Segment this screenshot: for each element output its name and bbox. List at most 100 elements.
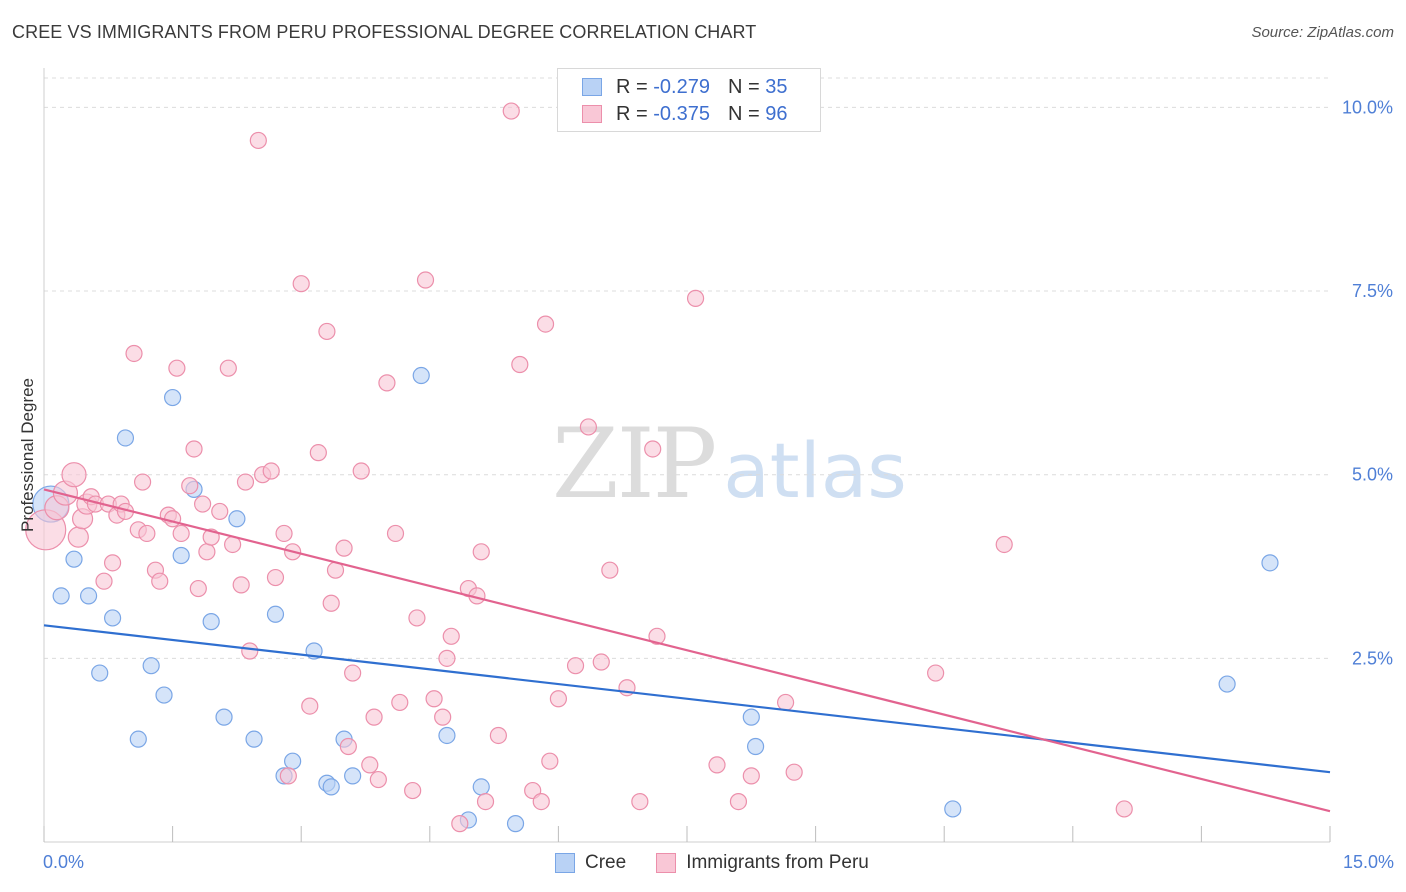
cree-point — [266, 605, 285, 623]
cree-point — [742, 708, 760, 726]
legend-r-value: -0.279 — [653, 75, 710, 98]
legend-r-label: R = — [616, 75, 648, 98]
cree-point — [91, 664, 109, 682]
legend-r-label: R = — [616, 102, 648, 125]
legend-label-peru: Immigrants from Peru — [686, 852, 869, 873]
peru-point — [408, 609, 426, 627]
peru-point — [249, 131, 267, 150]
peru-point — [541, 752, 559, 770]
peru-point — [211, 502, 229, 521]
peru-point — [369, 770, 387, 789]
y-tick-label: 5.0% — [1352, 465, 1393, 485]
legend-r-value: -0.375 — [653, 102, 710, 125]
peru-point — [489, 726, 507, 745]
legend-n-value: 96 — [765, 102, 788, 125]
peru-swatch — [582, 105, 602, 123]
peru-point — [549, 690, 568, 708]
peru-point — [185, 440, 203, 458]
cree-point — [1261, 554, 1279, 572]
peru-point — [262, 462, 280, 480]
peru-point — [391, 693, 409, 712]
peru-point — [322, 594, 340, 612]
peru-point — [472, 543, 490, 561]
peru-point — [742, 767, 760, 785]
peru-point — [352, 462, 370, 480]
cree-point — [472, 778, 490, 796]
peru-point — [232, 576, 250, 594]
peru-point — [133, 473, 152, 491]
peru-point — [95, 572, 113, 590]
cree-point — [412, 366, 430, 385]
peru-point — [729, 792, 748, 811]
peru-point — [1115, 800, 1133, 818]
chart-title: CREE VS IMMIGRANTS FROM PERU PROFESSIONA… — [12, 22, 757, 42]
peru-trend-line — [43, 488, 1331, 813]
cree-point — [344, 767, 362, 785]
peru-point — [125, 344, 143, 363]
cree-point — [142, 657, 160, 675]
peru-point — [172, 524, 190, 543]
peru-point — [592, 653, 610, 671]
peru-point — [995, 535, 1013, 554]
cree-point — [164, 388, 182, 407]
cree-point — [129, 730, 147, 748]
peru-point — [425, 690, 443, 708]
cree-point — [944, 800, 962, 818]
legend-item-cree: Cree — [555, 852, 626, 874]
peru-point — [365, 708, 383, 726]
cree-point — [506, 815, 525, 833]
y-tick-label: 2.5% — [1352, 648, 1393, 668]
peru-point — [151, 572, 169, 590]
peru-point — [361, 756, 379, 774]
x-tick-label-min: 0.0% — [43, 852, 85, 872]
peru-point — [309, 444, 327, 462]
cree-trend-line — [43, 624, 1331, 774]
cree-point — [438, 726, 456, 745]
cree-point — [746, 737, 765, 756]
peru-point — [532, 792, 550, 811]
peru-point — [416, 271, 435, 289]
cree-point — [322, 778, 340, 796]
peru-point — [476, 792, 495, 811]
peru-point — [266, 568, 285, 587]
y-tick-label: 7.5% — [1352, 281, 1393, 301]
peru-point — [511, 355, 529, 374]
peru-point — [601, 561, 619, 579]
peru-point — [785, 763, 803, 781]
legend-item-peru: Immigrants from Peru — [656, 852, 869, 874]
legend-label-cree: Cree — [585, 852, 627, 873]
cree-point — [215, 708, 233, 726]
cree-point — [116, 429, 135, 447]
peru-point — [194, 495, 212, 513]
peru-point — [438, 649, 456, 667]
peru-point — [648, 627, 666, 645]
peru-point — [318, 322, 336, 341]
peru-point — [378, 374, 396, 392]
peru-point — [644, 440, 662, 458]
peru-point — [219, 359, 237, 377]
cree-point — [172, 546, 190, 565]
peru-point — [181, 477, 199, 495]
cree-swatch — [582, 78, 602, 96]
peru-point — [335, 539, 353, 557]
cree-point — [103, 609, 122, 627]
source-credit: Source: ZipAtlas.com — [1251, 24, 1394, 41]
legend-n-label: N = — [727, 102, 760, 125]
peru-point — [434, 708, 452, 726]
peru-point — [168, 359, 186, 377]
peru-point — [442, 627, 460, 645]
peru-point — [275, 524, 293, 543]
peru-point — [502, 102, 520, 120]
cree-point — [65, 550, 83, 568]
peru-point — [566, 657, 585, 675]
cree-point — [52, 587, 70, 605]
peru-point — [61, 462, 87, 488]
cree-point — [1218, 675, 1236, 693]
peru-point — [103, 554, 122, 572]
cree-point — [284, 752, 302, 770]
correlation-legend: R = -0.279 N = 35 R = -0.375 N = 96 — [557, 68, 821, 132]
peru-point — [686, 289, 705, 307]
peru-point — [536, 315, 555, 333]
y-tick-label: 10.0% — [1342, 97, 1393, 117]
